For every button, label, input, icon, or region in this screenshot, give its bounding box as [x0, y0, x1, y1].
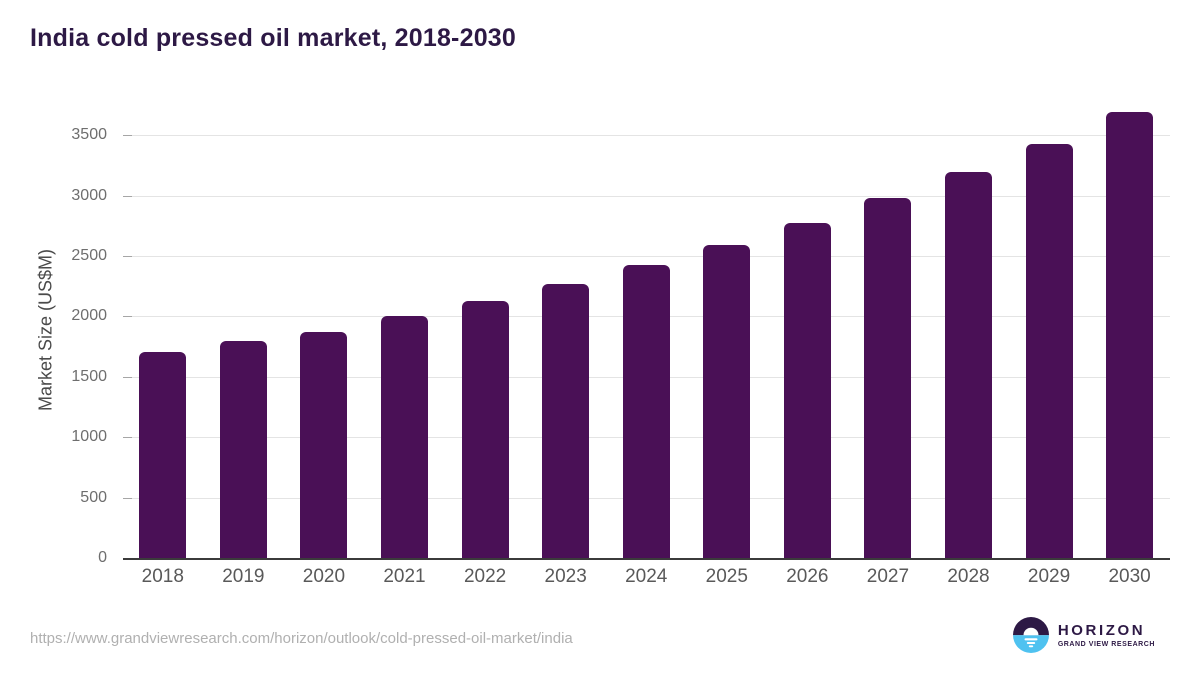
y-tick-2000: [123, 316, 132, 318]
bar-2018: [139, 352, 187, 558]
bar-2024: [622, 265, 670, 558]
x-tick-label-2022: 2022: [463, 566, 507, 587]
y-tick-500: [123, 497, 132, 499]
y-tick-label-3000: 3000: [71, 186, 107, 204]
y-tick-label-1500: 1500: [71, 367, 107, 385]
bar-2021: [381, 316, 428, 558]
x-tick-label-2021: 2021: [383, 566, 426, 587]
bar-2025: [703, 245, 751, 558]
x-tick-label-2019: 2019: [222, 566, 265, 587]
x-tick-label-2027: 2027: [866, 566, 910, 587]
x-tick-label-2028: 2028: [947, 566, 990, 587]
bar-2029: [1025, 144, 1073, 558]
bar-2019: [219, 340, 267, 558]
y-tick-label-500: 500: [80, 488, 107, 506]
x-tick-label-2030: 2030: [1108, 566, 1151, 587]
horizon-sunset-icon: [1012, 617, 1049, 653]
y-tick-2500: [123, 256, 132, 257]
logo-brand: HORIZON: [1057, 621, 1146, 639]
x-tick-label-2029: 2029: [1027, 566, 1071, 587]
x-tick-label-2024: 2024: [625, 566, 668, 587]
bar-2027: [864, 198, 912, 558]
x-tick-label-2025: 2025: [705, 566, 748, 587]
y-tick-label-0: 0: [98, 549, 107, 566]
y-tick-1000: [123, 437, 132, 439]
bar-2022: [461, 300, 509, 558]
logo-text: HORIZON GRAND VIEW RESEARCH: [1058, 623, 1155, 648]
x-tick-label-2026: 2026: [786, 566, 829, 587]
y-tick-label-2000: 2000: [71, 307, 107, 325]
gridline-3500: [123, 135, 1170, 137]
y-tick-label-2500: 2500: [71, 247, 107, 264]
x-tick-label-2023: 2023: [544, 566, 587, 587]
source-url: https://www.grandviewresearch.com/horizo…: [30, 630, 573, 647]
gridline-2500: [123, 256, 1170, 257]
bar-2026: [783, 222, 831, 558]
plot-area: [123, 0, 1170, 560]
logo-tagline: GRAND VIEW RESEARCH: [1057, 640, 1155, 648]
bar-2023: [542, 283, 590, 558]
bar-2020: [300, 332, 348, 558]
y-tick-label-3500: 3500: [71, 126, 107, 144]
y-tick-1500: [123, 376, 132, 378]
bar-2028: [945, 172, 992, 558]
y-tick-3500: [123, 135, 132, 137]
y-tick-3000: [123, 195, 132, 197]
y-tick-label-1000: 1000: [71, 428, 107, 446]
gridline-3000: [123, 195, 1170, 197]
x-tick-label-2018: 2018: [141, 566, 184, 587]
x-tick-label-2020: 2020: [302, 566, 346, 587]
brand-logo: HORIZON GRAND VIEW RESEARCH: [1012, 617, 1155, 653]
bar-2030: [1106, 112, 1154, 558]
chart-title: India cold pressed oil market, 2018-2030: [30, 24, 517, 52]
